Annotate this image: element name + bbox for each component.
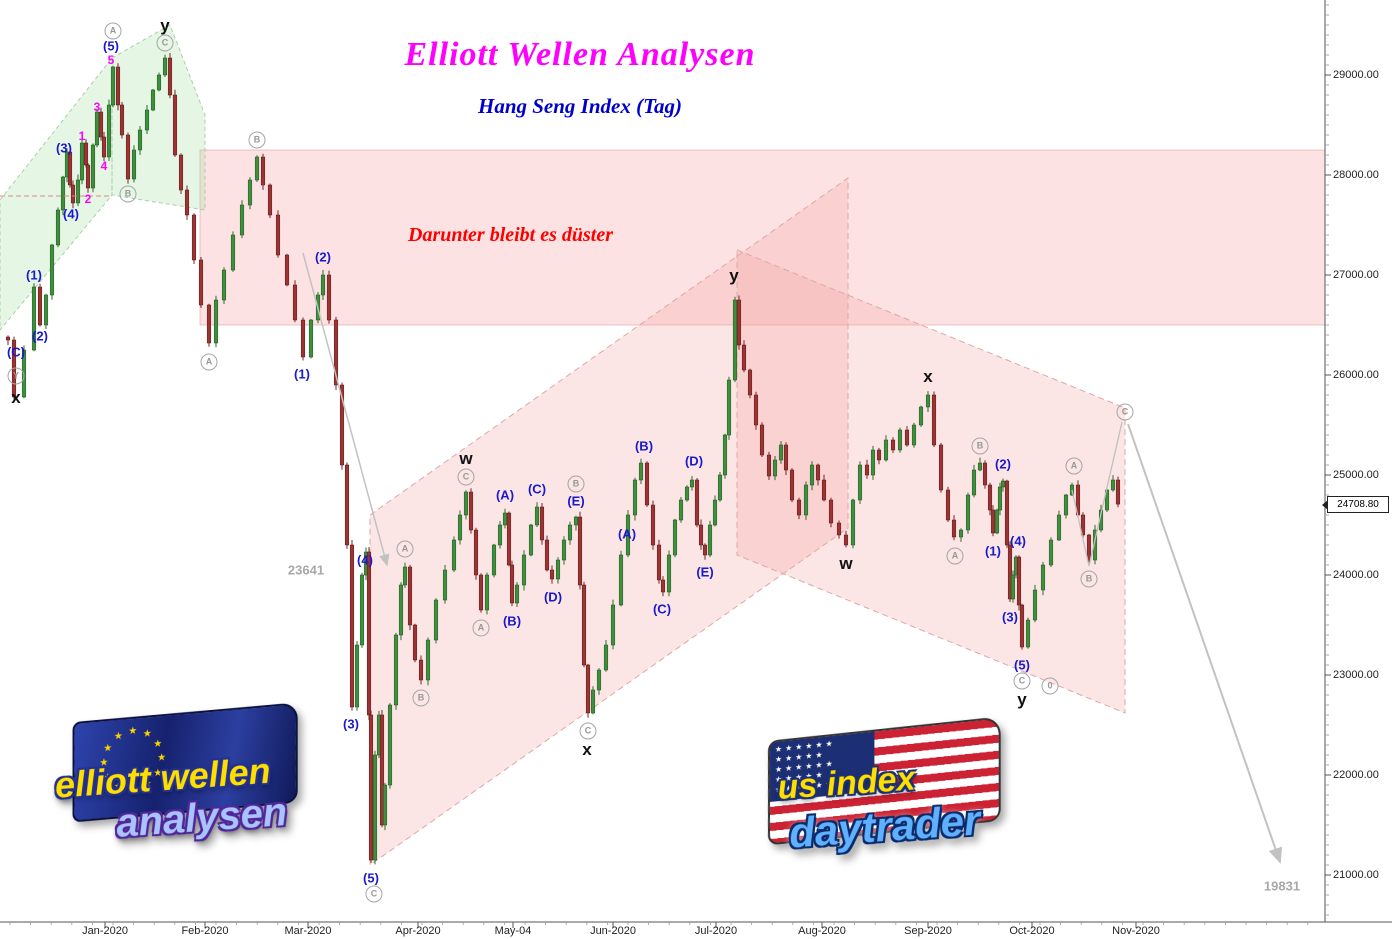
axis-ticks <box>9 4 1331 928</box>
annotation-line <box>1088 421 1123 567</box>
projection-arrow <box>1127 423 1283 864</box>
elliott-wellen-analysen-logo: ★ ★ ★ ★ ★ ★ ★ ★ ★ ★ ★ ★ elliott wellen analysen <box>52 702 342 870</box>
green-channel-left <box>0 56 113 331</box>
warning-annotation: Darunter bleibt es düster <box>408 224 614 246</box>
chart-subtitle: Hang Seng Index (Tag) <box>477 94 682 118</box>
current-price-tag: 24708.80 <box>1322 496 1389 514</box>
annotation-line <box>1071 489 1090 567</box>
falling-channel <box>736 249 1126 714</box>
green-channel-peak <box>111 24 206 211</box>
us-index-daytrader-logo: ★★★★★★ ★★★★★ ★★★★★★ ★★★★★ ★★★★★★ us inde… <box>759 716 1059 879</box>
projection-arrow <box>302 252 390 567</box>
candlestick-series <box>5 53 1121 865</box>
page-title: Elliott Wellen Analysen <box>404 36 756 73</box>
rising-channel <box>369 177 849 866</box>
